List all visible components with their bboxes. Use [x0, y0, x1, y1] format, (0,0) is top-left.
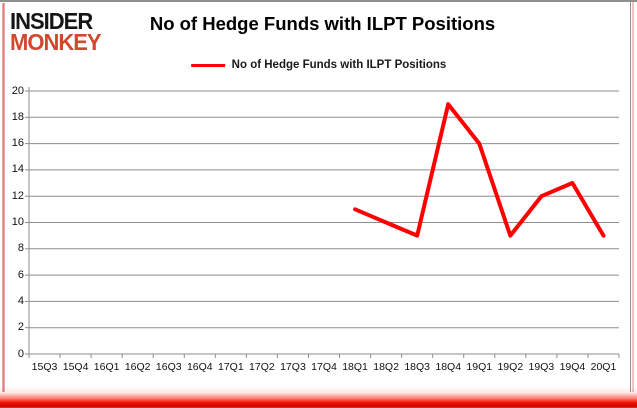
series-line-no-of-hedge-funds-with-ilpt-positions: [353, 102, 606, 238]
x-axis-tick-label: 15Q3: [31, 361, 58, 373]
x-axis-tick-label: 16Q2: [124, 361, 151, 373]
y-axis-tick-label: 16: [11, 137, 24, 150]
logo-line-monkey: MONKEY: [10, 28, 102, 56]
x-axis-tick-label: 19Q3: [528, 361, 555, 373]
insider-monkey-logo: INSIDER MONKEY: [10, 7, 102, 56]
left-red-border: [2, 3, 5, 392]
y-axis-tick-label: 0: [17, 347, 24, 360]
y-axis-tick-label: 14: [11, 163, 24, 176]
x-axis-tick-label: 19Q2: [497, 361, 524, 373]
x-axis-tick-label: 17Q2: [249, 361, 275, 373]
x-axis-tick-label: 18Q3: [404, 361, 430, 373]
y-axis-tick-label: 12: [11, 189, 24, 202]
bottom-red-glow: [0, 386, 637, 408]
right-gray-border: [630, 2, 631, 392]
x-axis-tick-label: 18Q4: [435, 361, 462, 373]
x-axis-tick-label: 17Q1: [217, 361, 244, 373]
legend-label: No of Hedge Funds with ILPT Positions: [231, 59, 447, 71]
y-axis-tick-label: 4: [17, 294, 24, 307]
x-axis-tick-label: 19Q1: [466, 361, 493, 373]
x-axis-tick-label: 20Q1: [590, 361, 617, 373]
chart-title: No of Hedge Funds with ILPT Positions: [149, 13, 496, 34]
y-axis-tick-label: 2: [17, 321, 24, 334]
chart-legend: No of Hedge Funds with ILPT Positions: [190, 59, 447, 71]
x-axis-tick-label: 15Q4: [62, 361, 89, 373]
y-axis-tick-label: 8: [17, 242, 24, 255]
y-axis-tick-label: 10: [11, 216, 24, 228]
x-axis-tick-label: 17Q4: [311, 361, 337, 373]
legend-line-swatch: [190, 63, 225, 67]
x-axis-tick-label: 19Q4: [559, 361, 586, 373]
x-axis-tick-label: 16Q3: [155, 361, 182, 373]
y-axis-tick-label: 18: [11, 110, 24, 123]
y-axis-tick-label: 20: [11, 84, 24, 97]
logo-line-insider: INSIDER: [10, 7, 93, 35]
y-axis-tick-label: 6: [17, 268, 24, 281]
x-axis-tick-label: 16Q4: [186, 361, 213, 373]
x-axis-tick-label: 16Q1: [93, 361, 120, 373]
x-axis-tick-label: 17Q3: [280, 361, 306, 373]
right-red-border: [632, 2, 634, 392]
x-axis-tick-label: 18Q1: [342, 361, 368, 373]
x-axis-tick-label: 18Q2: [373, 361, 399, 373]
